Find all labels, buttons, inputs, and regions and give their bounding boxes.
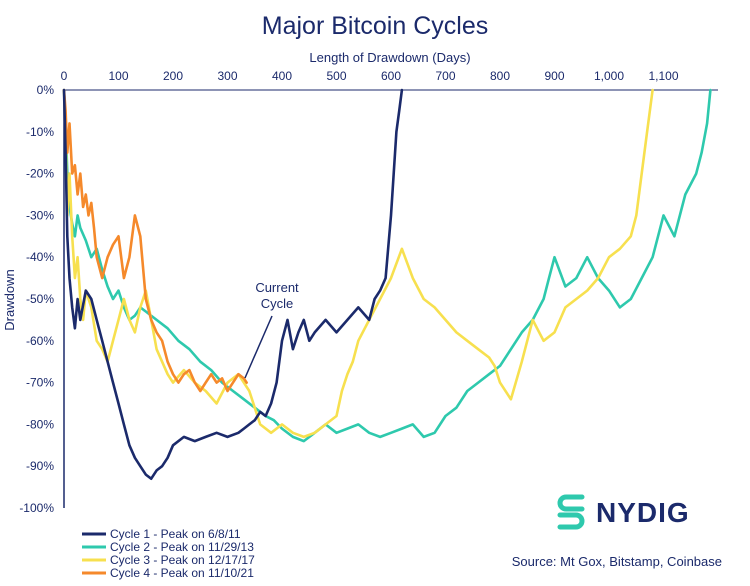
y-tick-label: -90% [26,459,54,473]
y-ticks: 0% -10% -20% -30% -40% -50% -60% -70% -80% -90% -1… [19,83,54,515]
x-tick-label: 800 [490,69,510,83]
x-tick-label: 1,100 [648,69,678,83]
legend-label: Cycle 2 - Peak on 11/29/13 [110,540,254,554]
x-tick-label: 400 [272,69,292,83]
y-tick-label: -80% [26,417,54,431]
y-tick-label: -70% [26,376,54,390]
chart-title: Major Bitcoin Cycles [262,12,488,40]
x-tick-label: 600 [381,69,401,83]
current-cycle-annotation-line1: Current [255,280,299,295]
nydig-logo: NYDIG [557,494,690,530]
x-tick-label: 500 [326,69,346,83]
plot-lines [62,88,712,481]
nydig-logo-text: NYDIG [596,497,690,528]
y-axis-title: Drawdown [2,269,17,330]
series-line-cycle-3 [62,88,654,439]
y-tick-label: -40% [26,250,54,264]
y-tick-label: -50% [26,292,54,306]
legend-label: Cycle 4 - Peak on 11/10/21 [110,566,254,580]
x-tick-label: 900 [544,69,564,83]
legend-label: Cycle 3 - Peak on 12/17/17 [110,553,255,567]
y-tick-label: -30% [26,208,54,222]
y-tick-label: 0% [37,83,55,97]
y-tick-label: -100% [19,501,54,515]
x-tick-label: 100 [108,69,128,83]
annotation-arrow [244,315,273,379]
x-tick-label: 0 [61,69,68,83]
current-cycle-annotation-line2: Cycle [261,296,294,311]
nydig-logo-icon [557,494,585,530]
y-tick-label: -60% [26,334,54,348]
series-line-cycle-4 [62,88,248,393]
y-tick-label: -10% [26,125,54,139]
source-note: Source: Mt Gox, Bitstamp, Coinbase [512,554,722,569]
x-tick-label: 300 [217,69,237,83]
y-tick-label: -20% [26,167,54,181]
x-tick-label: 200 [163,69,183,83]
series-line-cycle-1 [62,88,404,481]
x-tick-label: 700 [435,69,455,83]
series-line-cycle-2 [62,88,712,443]
x-tick-label: 1,000 [594,69,624,83]
x-axis-title: Length of Drawdown (Days) [309,50,470,65]
legend-label: Cycle 1 - Peak on 6/8/11 [110,527,241,541]
x-ticks: 0 100 200 300 400 500 600 700 800 900 1,000 1,100 [61,69,679,83]
